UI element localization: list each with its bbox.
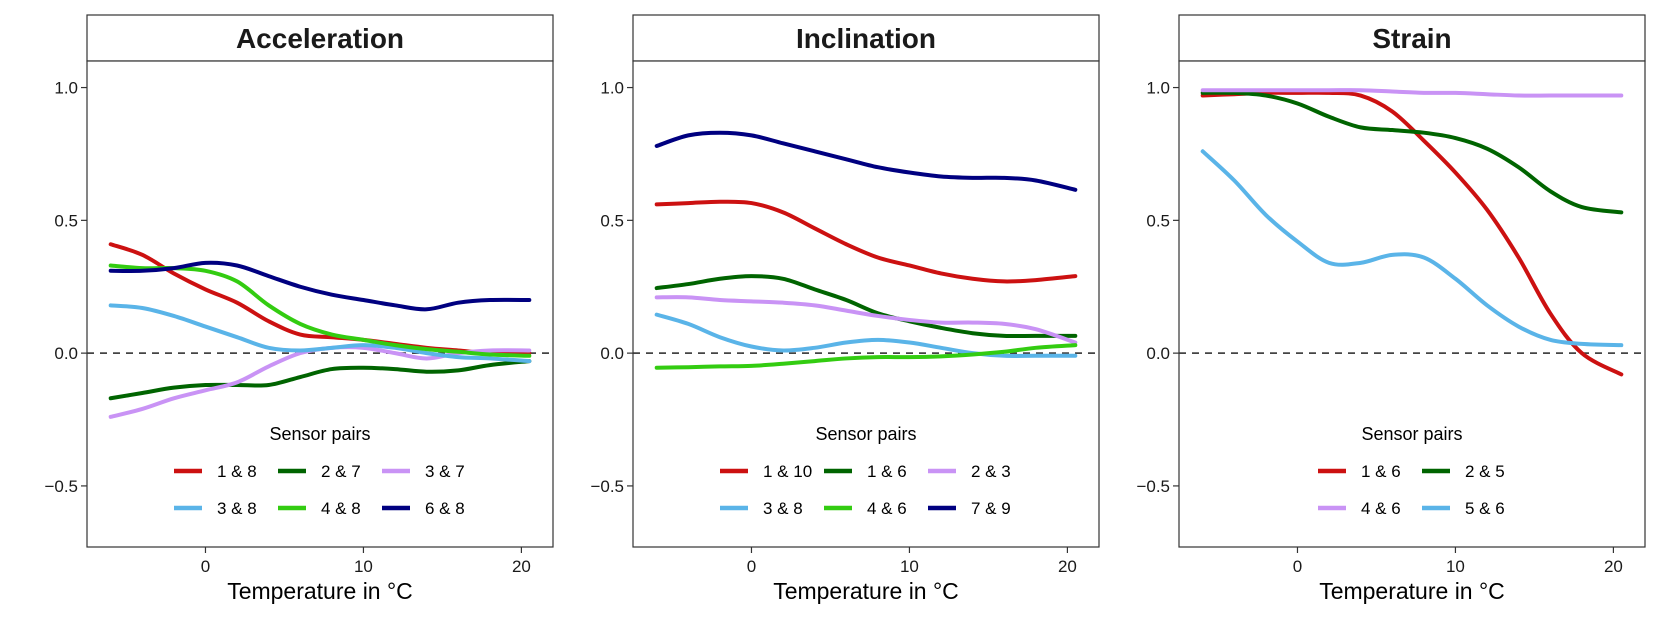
legend-title: Sensor pairs [815, 424, 916, 444]
x-axis-title: Temperature in °C [773, 578, 959, 604]
legend-label: 4 & 6 [1361, 499, 1401, 518]
y-tick-label: 0.5 [1146, 211, 1170, 230]
panel-strip [1178, 14, 1646, 62]
legend-label: 4 & 6 [867, 499, 907, 518]
x-tick-label: 10 [900, 557, 919, 576]
series-line-1-6 [1200, 90, 1624, 377]
x-tick-label: 10 [1446, 557, 1465, 576]
panel-border [632, 60, 1100, 548]
legend-label: 1 & 6 [867, 462, 907, 481]
legend-title: Sensor pairs [1361, 424, 1462, 444]
x-tick-label: 0 [1293, 557, 1302, 576]
panel-border [1178, 60, 1646, 548]
legend-label: 2 & 5 [1465, 462, 1505, 481]
legend-label: 3 & 8 [217, 499, 257, 518]
y-tick-label: 0.5 [600, 211, 624, 230]
y-tick-label: −0.5 [590, 477, 624, 496]
x-axis-title: Temperature in °C [227, 578, 413, 604]
x-axis-title: Temperature in °C [1319, 578, 1505, 604]
plot-area [633, 61, 1099, 547]
series-line-3-8 [108, 303, 532, 364]
x-tick-label: 20 [1604, 557, 1623, 576]
series-line-5-6 [1200, 149, 1624, 348]
legend-label: 1 & 10 [763, 462, 812, 481]
y-tick-label: 0.0 [54, 344, 78, 363]
series-line-1-6 [654, 274, 1078, 339]
x-tick-label: 10 [354, 557, 373, 576]
series-line-2-7 [108, 359, 532, 401]
legend-label: 1 & 6 [1361, 462, 1401, 481]
y-tick-label: 1.0 [1146, 79, 1170, 98]
legend-label: 5 & 6 [1465, 499, 1505, 518]
y-tick-label: −0.5 [44, 477, 78, 496]
x-tick-label: 0 [747, 557, 756, 576]
y-tick-label: 1.0 [600, 79, 624, 98]
panel-strip [86, 14, 554, 62]
legend-label: 4 & 8 [321, 499, 361, 518]
legend-label: 2 & 7 [321, 462, 361, 481]
y-tick-label: −0.5 [1136, 477, 1170, 496]
series-line-2-5 [1200, 90, 1624, 215]
x-tick-label: 0 [201, 557, 210, 576]
panel-acceleration: Acceleration −0.5 0.0 0.5 1.0 0 10 20 Temperatur… [44, 14, 554, 604]
panel-title: Inclination [796, 23, 936, 54]
plot-area [87, 61, 553, 547]
legend-title: Sensor pairs [269, 424, 370, 444]
y-tick-label: 0.0 [1146, 344, 1170, 363]
panel-inclination: Inclination −0.5 0.0 0.5 1.0 0 10 20 Temperature… [590, 14, 1100, 604]
legend-label: 3 & 7 [425, 462, 465, 481]
series-line-6-8 [108, 260, 532, 312]
x-tick-label: 20 [1058, 557, 1077, 576]
panel-strain: Strain −0.5 0.0 0.5 1.0 0 10 20 Temperature in °… [1136, 14, 1646, 604]
y-tick-label: 0.5 [54, 211, 78, 230]
y-tick-label: 0.0 [600, 344, 624, 363]
legend-label: 2 & 3 [971, 462, 1011, 481]
panel-title: Strain [1372, 23, 1451, 54]
series-line-2-3 [654, 295, 1078, 345]
legend-label: 6 & 8 [425, 499, 465, 518]
series-line-4-6 [654, 343, 1078, 370]
panel-border [86, 60, 554, 548]
legend-label: 3 & 8 [763, 499, 803, 518]
plot-area [1179, 61, 1645, 547]
series-line-1-10 [654, 199, 1078, 284]
series-line-3-8 [654, 312, 1078, 358]
series-line-4-6 [1200, 88, 1624, 98]
legend-label: 7 & 9 [971, 499, 1011, 518]
series-line-7-9 [654, 130, 1078, 192]
panel-title: Acceleration [236, 23, 404, 54]
y-tick-label: 1.0 [54, 79, 78, 98]
x-tick-label: 20 [512, 557, 531, 576]
legend-label: 1 & 8 [217, 462, 257, 481]
